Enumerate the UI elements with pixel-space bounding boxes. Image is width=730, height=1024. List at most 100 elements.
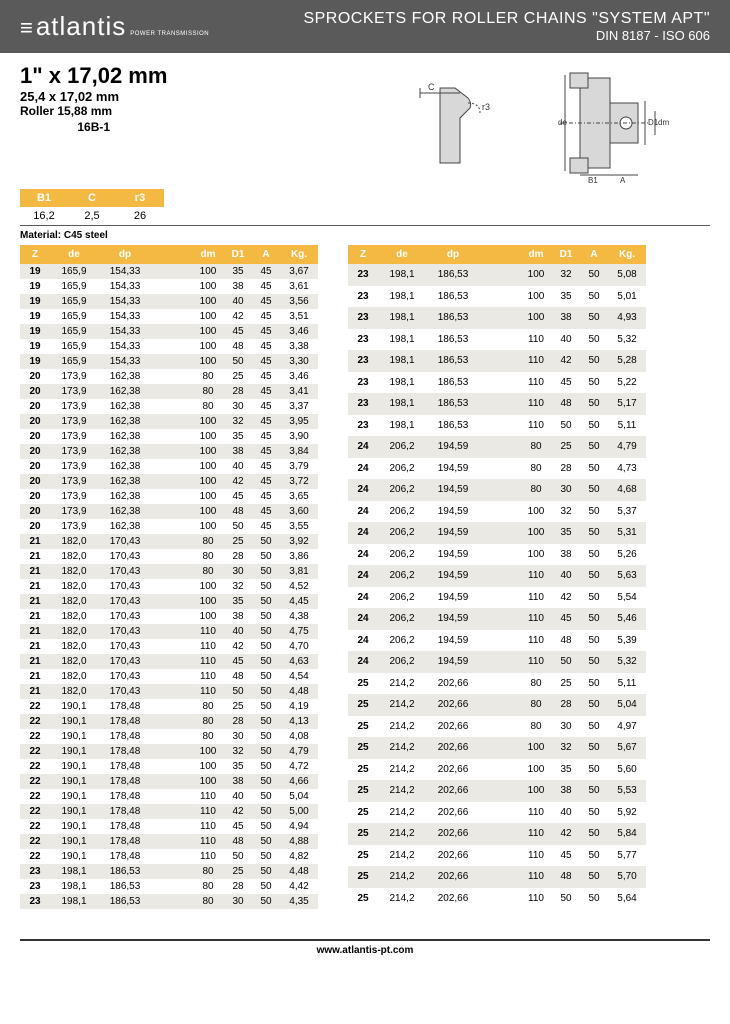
table-row: 21182,0170,4311045504,63 bbox=[20, 654, 318, 669]
table-cell: 80 bbox=[192, 549, 224, 564]
table-cell: 24 bbox=[348, 587, 378, 609]
table-cell bbox=[152, 879, 192, 894]
table-cell: 50 bbox=[580, 716, 608, 738]
table-cell: 100 bbox=[520, 501, 552, 523]
table-cell: 50 bbox=[580, 845, 608, 867]
table-cell: 214,2 bbox=[378, 845, 426, 867]
table-cell: 3,81 bbox=[280, 564, 318, 579]
table-cell: 19 bbox=[20, 339, 50, 354]
table-cell: 42 bbox=[552, 823, 580, 845]
svg-text:de: de bbox=[558, 118, 567, 127]
data-table-right: ZdedpdmD1AKg. 23198,1186,5310032505,0823… bbox=[348, 245, 646, 909]
table-cell: 4,82 bbox=[280, 849, 318, 864]
table-cell: 45 bbox=[552, 372, 580, 394]
dim-header: r3 bbox=[116, 189, 164, 207]
table-cell: 20 bbox=[20, 504, 50, 519]
table-cell: 4,72 bbox=[280, 759, 318, 774]
table-cell: 50 bbox=[252, 744, 280, 759]
table-cell: 198,1 bbox=[50, 894, 98, 909]
table-cell bbox=[480, 307, 520, 329]
table-cell: 24 bbox=[348, 436, 378, 458]
table-cell: 24 bbox=[348, 522, 378, 544]
table-cell bbox=[152, 519, 192, 534]
table-cell: 202,66 bbox=[426, 780, 480, 802]
table-cell: 45 bbox=[552, 845, 580, 867]
table-cell: 4,19 bbox=[280, 699, 318, 714]
table-cell: 50 bbox=[580, 866, 608, 888]
table-cell: 50 bbox=[580, 415, 608, 437]
table-cell: 198,1 bbox=[50, 864, 98, 879]
table-cell: 80 bbox=[520, 673, 552, 695]
dim-header: B1 bbox=[20, 189, 68, 207]
table-cell: 42 bbox=[224, 639, 252, 654]
table-cell: 190,1 bbox=[50, 849, 98, 864]
table-cell: 5,39 bbox=[608, 630, 646, 652]
table-cell: 110 bbox=[520, 802, 552, 824]
table-row: 19165,9154,3310050453,30 bbox=[20, 354, 318, 369]
table-row: 21182,0170,438028503,86 bbox=[20, 549, 318, 564]
table-cell: 182,0 bbox=[50, 564, 98, 579]
table-cell: 110 bbox=[520, 587, 552, 609]
table-cell: 19 bbox=[20, 294, 50, 309]
table-cell: 50 bbox=[580, 737, 608, 759]
table-cell: 45 bbox=[552, 608, 580, 630]
table-cell bbox=[480, 845, 520, 867]
table-cell: 50 bbox=[580, 522, 608, 544]
table-cell bbox=[480, 479, 520, 501]
table-cell: 100 bbox=[520, 544, 552, 566]
table-cell: 154,33 bbox=[98, 279, 152, 294]
table-cell: 38 bbox=[552, 307, 580, 329]
table-cell: 202,66 bbox=[426, 694, 480, 716]
table-cell bbox=[480, 393, 520, 415]
table-cell: 21 bbox=[20, 594, 50, 609]
table-cell: 206,2 bbox=[378, 436, 426, 458]
table-cell: 25 bbox=[348, 845, 378, 867]
table-row: 21182,0170,4311040504,75 bbox=[20, 624, 318, 639]
table-cell: 100 bbox=[192, 279, 224, 294]
table-cell: 194,59 bbox=[426, 587, 480, 609]
table-cell: 100 bbox=[520, 780, 552, 802]
table-header-cell: dm bbox=[520, 245, 552, 264]
table-cell: 202,66 bbox=[426, 866, 480, 888]
table-cell: 110 bbox=[520, 866, 552, 888]
table-row: 20173,9162,3810038453,84 bbox=[20, 444, 318, 459]
table-cell: 165,9 bbox=[50, 339, 98, 354]
table-cell bbox=[152, 354, 192, 369]
table-cell: 190,1 bbox=[50, 699, 98, 714]
table-cell: 35 bbox=[552, 286, 580, 308]
table-cell: 100 bbox=[192, 774, 224, 789]
table-cell: 170,43 bbox=[98, 564, 152, 579]
table-cell: 25 bbox=[224, 534, 252, 549]
table-row: 25214,2202,6611040505,92 bbox=[348, 802, 646, 824]
table-cell: 38 bbox=[552, 544, 580, 566]
table-cell: 4,48 bbox=[280, 684, 318, 699]
table-row: 22190,1178,4810032504,79 bbox=[20, 744, 318, 759]
table-cell: 24 bbox=[348, 630, 378, 652]
table-cell: 35 bbox=[224, 264, 252, 279]
table-cell: 165,9 bbox=[50, 354, 98, 369]
table-row: 25214,2202,6611045505,77 bbox=[348, 845, 646, 867]
table-cell: 50 bbox=[580, 264, 608, 286]
table-cell: 100 bbox=[192, 309, 224, 324]
table-cell: 45 bbox=[224, 324, 252, 339]
table-cell: 5,84 bbox=[608, 823, 646, 845]
table-cell: 21 bbox=[20, 549, 50, 564]
table-cell: 45 bbox=[224, 654, 252, 669]
footer-url: www.atlantis-pt.com bbox=[20, 939, 710, 956]
table-header-cell: D1 bbox=[224, 245, 252, 264]
table-row: 20173,9162,3810050453,55 bbox=[20, 519, 318, 534]
table-cell: 50 bbox=[252, 864, 280, 879]
table-cell: 20 bbox=[20, 414, 50, 429]
table-cell: 3,30 bbox=[280, 354, 318, 369]
table-cell: 214,2 bbox=[378, 673, 426, 695]
table-cell: 182,0 bbox=[50, 549, 98, 564]
table-cell: 45 bbox=[252, 399, 280, 414]
table-cell: 100 bbox=[192, 474, 224, 489]
table-cell: 173,9 bbox=[50, 399, 98, 414]
table-cell: 21 bbox=[20, 579, 50, 594]
table-cell: 165,9 bbox=[50, 264, 98, 279]
table-cell: 186,53 bbox=[98, 864, 152, 879]
table-cell: 100 bbox=[192, 504, 224, 519]
table-cell: 206,2 bbox=[378, 522, 426, 544]
table-cell: 80 bbox=[192, 384, 224, 399]
